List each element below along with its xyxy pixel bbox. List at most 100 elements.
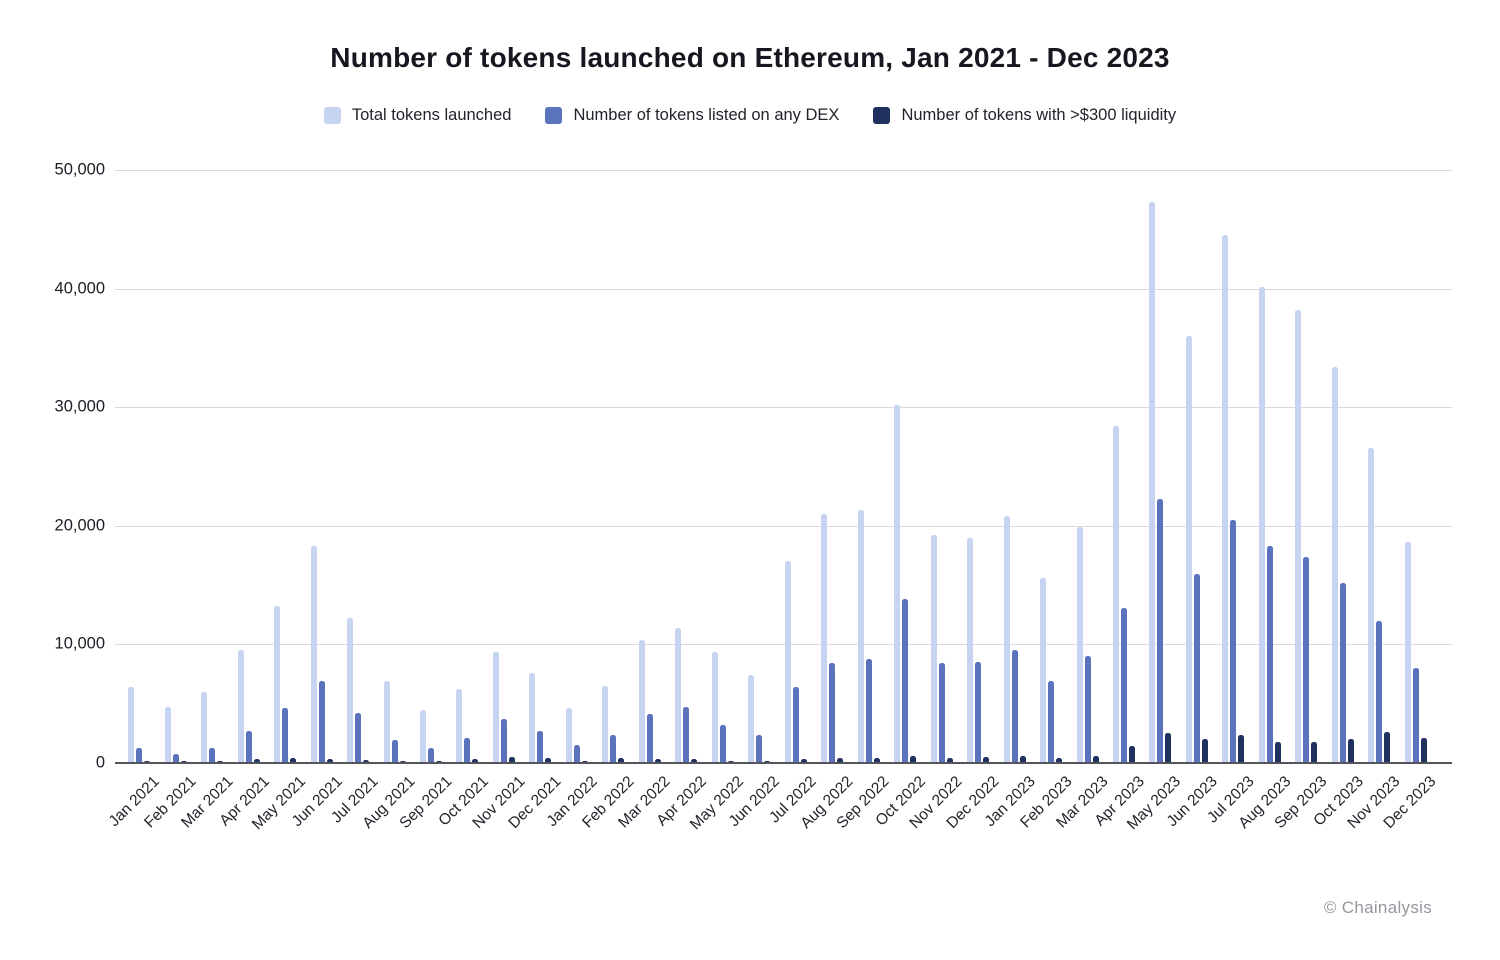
y-axis-label: 40,000 (54, 279, 105, 298)
bar-group (996, 516, 1032, 763)
bar-dex (282, 708, 289, 763)
bar-total (930, 535, 937, 763)
legend-label-total: Total tokens launched (351, 106, 512, 124)
legend-swatch-total (323, 107, 341, 124)
bar-total (748, 675, 755, 763)
y-axis-label: 50,000 (54, 160, 105, 179)
bar-group (559, 708, 595, 763)
bar-total (1112, 426, 1119, 763)
bar-liquidity (873, 758, 880, 763)
bar-dex (1376, 620, 1383, 763)
bar-group (376, 681, 412, 763)
gridline (115, 407, 1452, 409)
bar-liquidity (800, 759, 807, 763)
bar-dex (1339, 582, 1346, 763)
bar-group (1398, 542, 1434, 763)
bar-total (1076, 527, 1083, 763)
bar-liquidity (1019, 755, 1026, 763)
bar-dex (391, 740, 398, 763)
bar-total (967, 537, 974, 763)
bar-total (1295, 309, 1302, 763)
bar-dex (573, 745, 580, 763)
bar-group (1215, 235, 1251, 763)
bar-group (1033, 577, 1069, 763)
bar-total (1149, 202, 1156, 763)
bar-liquidity (654, 759, 661, 763)
bar-total (894, 404, 901, 763)
bar-group (632, 639, 668, 763)
bar-total (1222, 235, 1229, 763)
bar-total (1404, 542, 1411, 763)
bar-dex (1266, 545, 1273, 763)
bar-group (1069, 527, 1105, 763)
bar-dex (756, 734, 763, 763)
bar-dex (865, 658, 872, 763)
bar-dex (1412, 668, 1419, 763)
bar-total (1368, 447, 1375, 763)
bar-group (778, 561, 814, 763)
bar-dex (1011, 650, 1018, 763)
bar-group (923, 535, 959, 763)
legend-label-dex: Number of tokens listed on any DEX (573, 106, 840, 124)
bar-dex (245, 730, 252, 763)
bar-liquidity (472, 759, 479, 763)
bar-liquidity (1092, 755, 1099, 763)
bar-group (705, 651, 741, 763)
bar-total (821, 513, 828, 763)
legend-swatch-liquidity (873, 107, 891, 124)
bar-group (1142, 202, 1178, 763)
bar-liquidity (1420, 738, 1427, 763)
bar-dex (428, 747, 434, 763)
bar-total (1040, 577, 1047, 763)
bar-liquidity (326, 759, 333, 763)
bar-dex (902, 599, 909, 763)
bar-liquidity (1274, 741, 1281, 763)
bar-group (668, 627, 704, 763)
bar-total (565, 708, 572, 763)
bar-dex (172, 753, 179, 763)
bar-liquidity (144, 760, 151, 763)
bar-dex (829, 663, 836, 763)
bar-dex (1048, 681, 1055, 763)
bar-dex (646, 714, 653, 763)
bar-group (1288, 309, 1324, 763)
bar-total (164, 707, 171, 763)
bar-total (638, 639, 645, 763)
bar-total (784, 561, 791, 763)
bar-group (157, 707, 193, 763)
bar-liquidity (1056, 758, 1063, 763)
bar-group (887, 404, 923, 763)
bar-group (413, 709, 449, 763)
bar-total (201, 691, 208, 763)
bar-dex (938, 663, 945, 763)
legend-swatch-dex (545, 107, 563, 124)
bar-dex (1120, 607, 1127, 763)
bar-group (486, 651, 522, 763)
bar-group (741, 675, 777, 763)
bar-dex (209, 747, 216, 763)
bar-group (960, 537, 996, 763)
bar-total (420, 709, 426, 763)
bar-group (230, 650, 266, 763)
bar-group (1325, 366, 1361, 763)
y-axis-label: 10,000 (54, 634, 105, 653)
bar-total (310, 545, 317, 763)
bar-total (237, 650, 244, 763)
bar-total (274, 606, 281, 763)
bar-total (1258, 287, 1265, 763)
bar-total (711, 651, 718, 763)
chart-title: Number of tokens launched on Ethereum, J… (330, 42, 1170, 73)
bar-group (194, 691, 230, 763)
bar-liquidity (1128, 746, 1135, 763)
bar-liquidity (1384, 732, 1391, 763)
bar-dex (975, 662, 982, 763)
bar-dex (355, 713, 362, 763)
bar-dex (537, 730, 544, 763)
bar-liquidity (1165, 733, 1172, 763)
bar-total (456, 689, 463, 763)
bar-dex (500, 719, 507, 763)
bar-total (1003, 516, 1010, 763)
bar-liquidity (363, 760, 370, 763)
bar-group (1179, 336, 1215, 763)
